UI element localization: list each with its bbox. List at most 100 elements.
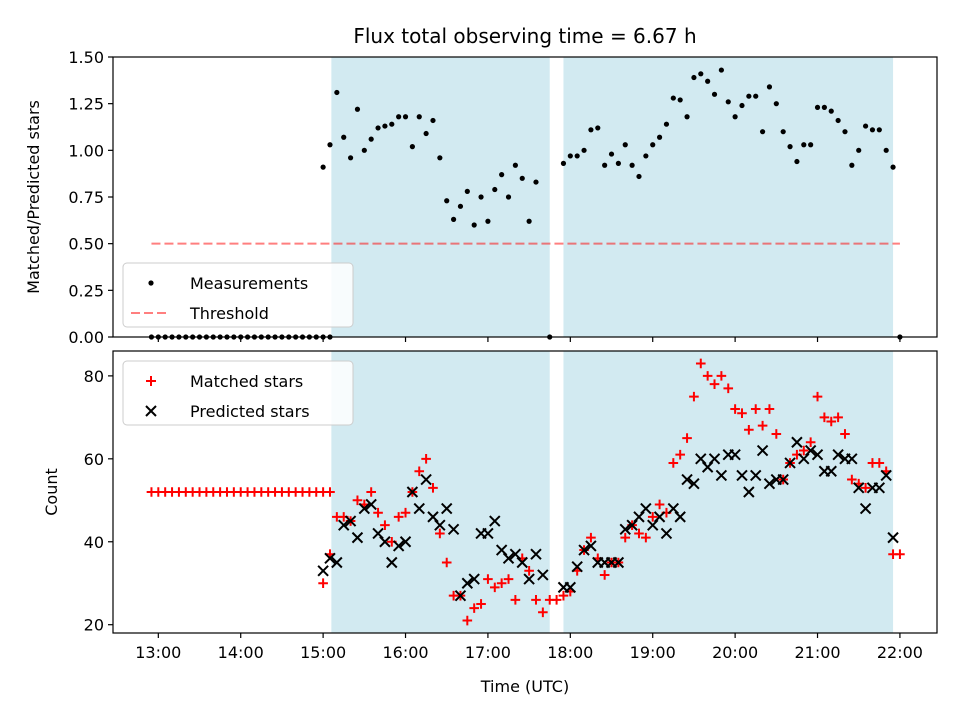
data-point [523, 573, 535, 585]
data-point [744, 424, 754, 435]
data-point [485, 218, 491, 224]
y-tick-label: 40 [84, 533, 104, 552]
data-point [784, 457, 796, 469]
data-point [859, 502, 872, 515]
data-point [351, 531, 364, 544]
data-point [634, 528, 644, 539]
observing-window-1 [331, 57, 550, 337]
data-point [516, 556, 528, 569]
data-point [537, 569, 549, 581]
data-point [524, 565, 534, 576]
data-point [420, 473, 432, 486]
top-y-axis-label: Matched/Predicted stars [24, 100, 43, 294]
data-point [890, 164, 896, 170]
data-point [530, 548, 542, 560]
x-tick-label: 20:00 [712, 643, 758, 662]
data-point [695, 453, 707, 465]
data-point [512, 162, 518, 168]
data-point [688, 477, 700, 490]
data-point [386, 556, 398, 569]
data-point [372, 527, 384, 540]
data-point [757, 420, 768, 431]
data-point [874, 458, 885, 468]
legend-label: Measurements [190, 274, 308, 293]
data-point [667, 502, 680, 515]
data-point [434, 519, 446, 531]
data-point [599, 570, 610, 580]
data-point [406, 486, 419, 498]
data-point [450, 216, 457, 222]
observing-window-2 [563, 351, 894, 633]
data-point [373, 507, 383, 518]
y-tick-label: 0.00 [68, 328, 104, 347]
bottom-y-axis-label: Count [42, 468, 61, 516]
series-predicted-stars [317, 436, 899, 602]
data-point [495, 544, 508, 556]
data-point [574, 153, 580, 159]
x-tick-label: 21:00 [794, 643, 840, 662]
y-tick-label: 1.25 [68, 95, 104, 114]
data-point [444, 198, 450, 204]
data-point [585, 540, 597, 552]
data-point [626, 519, 638, 531]
data-point [428, 483, 438, 493]
data-point [558, 590, 569, 601]
data-point [581, 147, 587, 153]
data-point [318, 578, 328, 589]
data-point [811, 448, 824, 461]
data-point [400, 507, 411, 518]
legend-label: Predicted stars [190, 402, 310, 421]
data-point [771, 429, 782, 439]
data-point [551, 595, 562, 605]
data-point [753, 93, 759, 99]
data-point [825, 465, 837, 477]
data-point [482, 527, 494, 540]
data-point [361, 147, 367, 153]
data-point [695, 358, 706, 369]
data-point [619, 523, 631, 536]
data-point [737, 408, 747, 419]
bottom-panel-frame [112, 350, 938, 634]
data-point [471, 222, 477, 228]
data-point [682, 433, 692, 443]
y-tick-label: 0.50 [68, 235, 104, 254]
data-point [756, 444, 769, 457]
y-tick-label: 60 [84, 450, 104, 469]
data-point [633, 511, 645, 523]
data-point [764, 404, 775, 414]
data-point [641, 532, 651, 543]
data-point [833, 412, 843, 423]
data-point [489, 582, 500, 593]
data-point [324, 552, 336, 565]
data-point [396, 114, 402, 120]
y-tick-label: 0.75 [68, 188, 104, 207]
data-point [608, 151, 615, 157]
data-point [708, 453, 721, 465]
data-point [791, 436, 803, 448]
data-point [773, 101, 779, 107]
data-point [668, 458, 679, 468]
data-point [483, 574, 493, 584]
x-tick-label: 15:00 [300, 643, 346, 662]
data-point [804, 444, 817, 457]
data-point [849, 162, 855, 168]
data-point [615, 160, 621, 166]
data-point [366, 487, 376, 497]
data-point [750, 469, 762, 482]
data-point [750, 404, 761, 414]
data-point [447, 523, 460, 536]
data-point [842, 129, 848, 135]
data-point [567, 153, 573, 159]
legend-label: Threshold [189, 304, 269, 323]
data-point [732, 114, 738, 120]
legend-box [122, 360, 354, 426]
data-point [368, 136, 374, 142]
data-point [409, 144, 415, 150]
data-point [691, 74, 697, 81]
data-point [602, 162, 608, 168]
data-point [736, 469, 748, 482]
data-point [821, 104, 827, 110]
data-point [380, 520, 390, 530]
data-point [382, 123, 388, 129]
data-point [856, 147, 862, 153]
